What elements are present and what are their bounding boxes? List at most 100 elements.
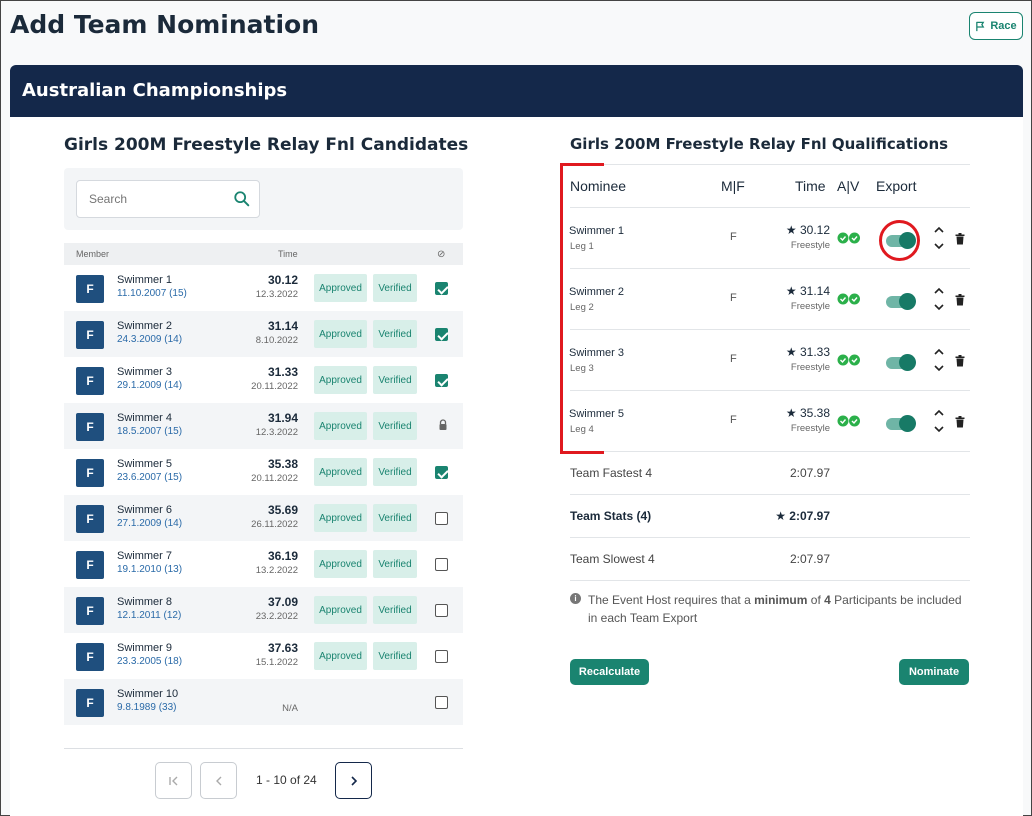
select-checkbox[interactable]: [435, 696, 448, 709]
approved-badge: Approved: [314, 412, 367, 440]
table-row: F Swimmer 1 11.10.2007 (15) 30.12 12.3.2022 A…: [64, 265, 463, 311]
pager-divider: [64, 748, 463, 749]
member-time: 35.69: [267, 503, 298, 517]
divider: [570, 390, 970, 391]
nominee-name: Swimmer 2: [569, 286, 625, 298]
member-dob[interactable]: 27.1.2009 (14): [117, 518, 183, 529]
member-name: Swimmer 1: [117, 274, 173, 286]
select-checkbox[interactable]: [435, 328, 448, 341]
table-row: F Swimmer 8 12.1.2011 (12) 37.09 23.2.2022 Ap…: [64, 587, 463, 633]
member-dob[interactable]: 18.5.2007 (15): [117, 426, 183, 437]
export-toggle[interactable]: [886, 415, 916, 432]
divider: [570, 329, 970, 330]
verified-badge: Verified: [373, 550, 417, 578]
select-checkbox[interactable]: [435, 558, 448, 571]
export-toggle[interactable]: [886, 293, 916, 310]
member-dob[interactable]: 19.1.2010 (13): [117, 564, 183, 575]
verified-badge: Verified: [373, 504, 417, 532]
select-checkbox[interactable]: [435, 650, 448, 663]
reorder-icon[interactable]: [932, 406, 946, 436]
prev-page-button[interactable]: [200, 762, 237, 799]
gender-badge: F: [76, 459, 104, 487]
info-icon: i: [570, 593, 581, 604]
race-button[interactable]: Race: [969, 12, 1023, 40]
table-row: F Swimmer 9 23.3.2005 (18) 37.63 15.1.2022 Ap…: [64, 633, 463, 679]
member-name: Swimmer 7: [117, 550, 173, 562]
stat-label: Team Slowest 4: [570, 552, 655, 566]
first-page-button[interactable]: [155, 762, 192, 799]
approved-verified-icon: [837, 415, 860, 427]
reorder-icon[interactable]: [932, 284, 946, 314]
table-row: F Swimmer 2 24.3.2009 (14) 31.14 8.10.2022 Ap…: [64, 311, 463, 357]
nominate-button[interactable]: Nominate: [899, 659, 969, 685]
member-name: Swimmer 10: [117, 688, 179, 700]
nominee-stroke: Freestyle: [790, 362, 830, 373]
column-av: A|V: [837, 178, 860, 194]
member-dob[interactable]: 11.10.2007 (15): [117, 288, 187, 299]
member-time: 37.09: [267, 595, 298, 609]
note-text-pre: The Event Host requires that a: [588, 593, 755, 607]
table-row: F Swimmer 5 23.6.2007 (15) 35.38 20.11.2022 A…: [64, 449, 463, 495]
trash-icon[interactable]: [955, 294, 965, 306]
member-dob[interactable]: 29.1.2009 (14): [117, 380, 183, 391]
lock-icon: [439, 419, 447, 430]
member-name: Swimmer 9: [117, 642, 173, 654]
export-toggle[interactable]: [886, 354, 916, 371]
search-input[interactable]: [77, 181, 217, 217]
verified-badge: Verified: [373, 320, 417, 348]
gender-badge: F: [76, 551, 104, 579]
recalculate-button[interactable]: Recalculate: [570, 659, 649, 685]
trash-icon[interactable]: [955, 416, 965, 428]
select-checkbox[interactable]: [435, 512, 448, 525]
reorder-icon[interactable]: [932, 345, 946, 375]
nominee-leg: Leg 4: [570, 424, 594, 435]
select-checkbox[interactable]: [435, 604, 448, 617]
select-checkbox[interactable]: [435, 374, 448, 387]
divider: [570, 268, 970, 269]
search-bar: [64, 168, 463, 230]
gender-badge: F: [76, 643, 104, 671]
gender-badge: F: [76, 321, 104, 349]
candidates-title: Girls 200M Freestyle Relay Fnl Candidate…: [64, 135, 469, 155]
minimum-note: i The Event Host requires that a minimum…: [570, 591, 970, 627]
divider: [570, 580, 970, 581]
note-text-mid: of: [807, 593, 825, 607]
member-date: 12.3.2022: [255, 427, 298, 438]
divider: [570, 207, 970, 208]
next-page-button[interactable]: [335, 762, 372, 799]
member-dob[interactable]: 9.8.1989 (33): [117, 702, 177, 713]
select-checkbox[interactable]: [435, 282, 448, 295]
nominee-leg: Leg 1: [570, 241, 594, 252]
divider: [570, 494, 970, 495]
member-time: 37.63: [267, 641, 298, 655]
search-field: [76, 180, 260, 218]
approved-badge: Approved: [314, 366, 367, 394]
reorder-icon[interactable]: [932, 223, 946, 253]
member-dob[interactable]: 23.6.2007 (15): [117, 472, 183, 483]
member-dob[interactable]: 12.1.2011 (12): [117, 610, 182, 621]
note-text-post: Participants be included in each Team Ex…: [588, 593, 962, 625]
nominee-stroke: Freestyle: [790, 301, 830, 312]
nominee-time: ★ 30.12: [785, 223, 830, 237]
note-strong-minimum: minimum: [754, 593, 808, 607]
column-member: Member: [76, 249, 110, 259]
candidates-table-header: Member Time ⊘: [64, 243, 463, 265]
select-checkbox[interactable]: [435, 466, 448, 479]
member-dob[interactable]: 24.3.2009 (14): [117, 334, 183, 345]
member-name: Swimmer 5: [117, 458, 173, 470]
verified-badge: Verified: [373, 412, 417, 440]
trash-icon[interactable]: [955, 233, 965, 245]
gender-badge: F: [76, 689, 104, 717]
approved-verified-icon: [837, 354, 860, 366]
member-dob[interactable]: 23.3.2005 (18): [117, 656, 183, 667]
member-time: 36.19: [267, 549, 298, 563]
approved-verified-icon: [837, 232, 860, 244]
pager-info: 1 - 10 of 24: [256, 773, 317, 787]
trash-icon[interactable]: [955, 355, 965, 367]
approved-badge: Approved: [314, 458, 367, 486]
column-flag: ⊘: [437, 249, 446, 260]
search-icon[interactable]: [233, 190, 251, 208]
column-time: Time: [278, 249, 298, 259]
nominee-stroke: Freestyle: [790, 423, 830, 434]
